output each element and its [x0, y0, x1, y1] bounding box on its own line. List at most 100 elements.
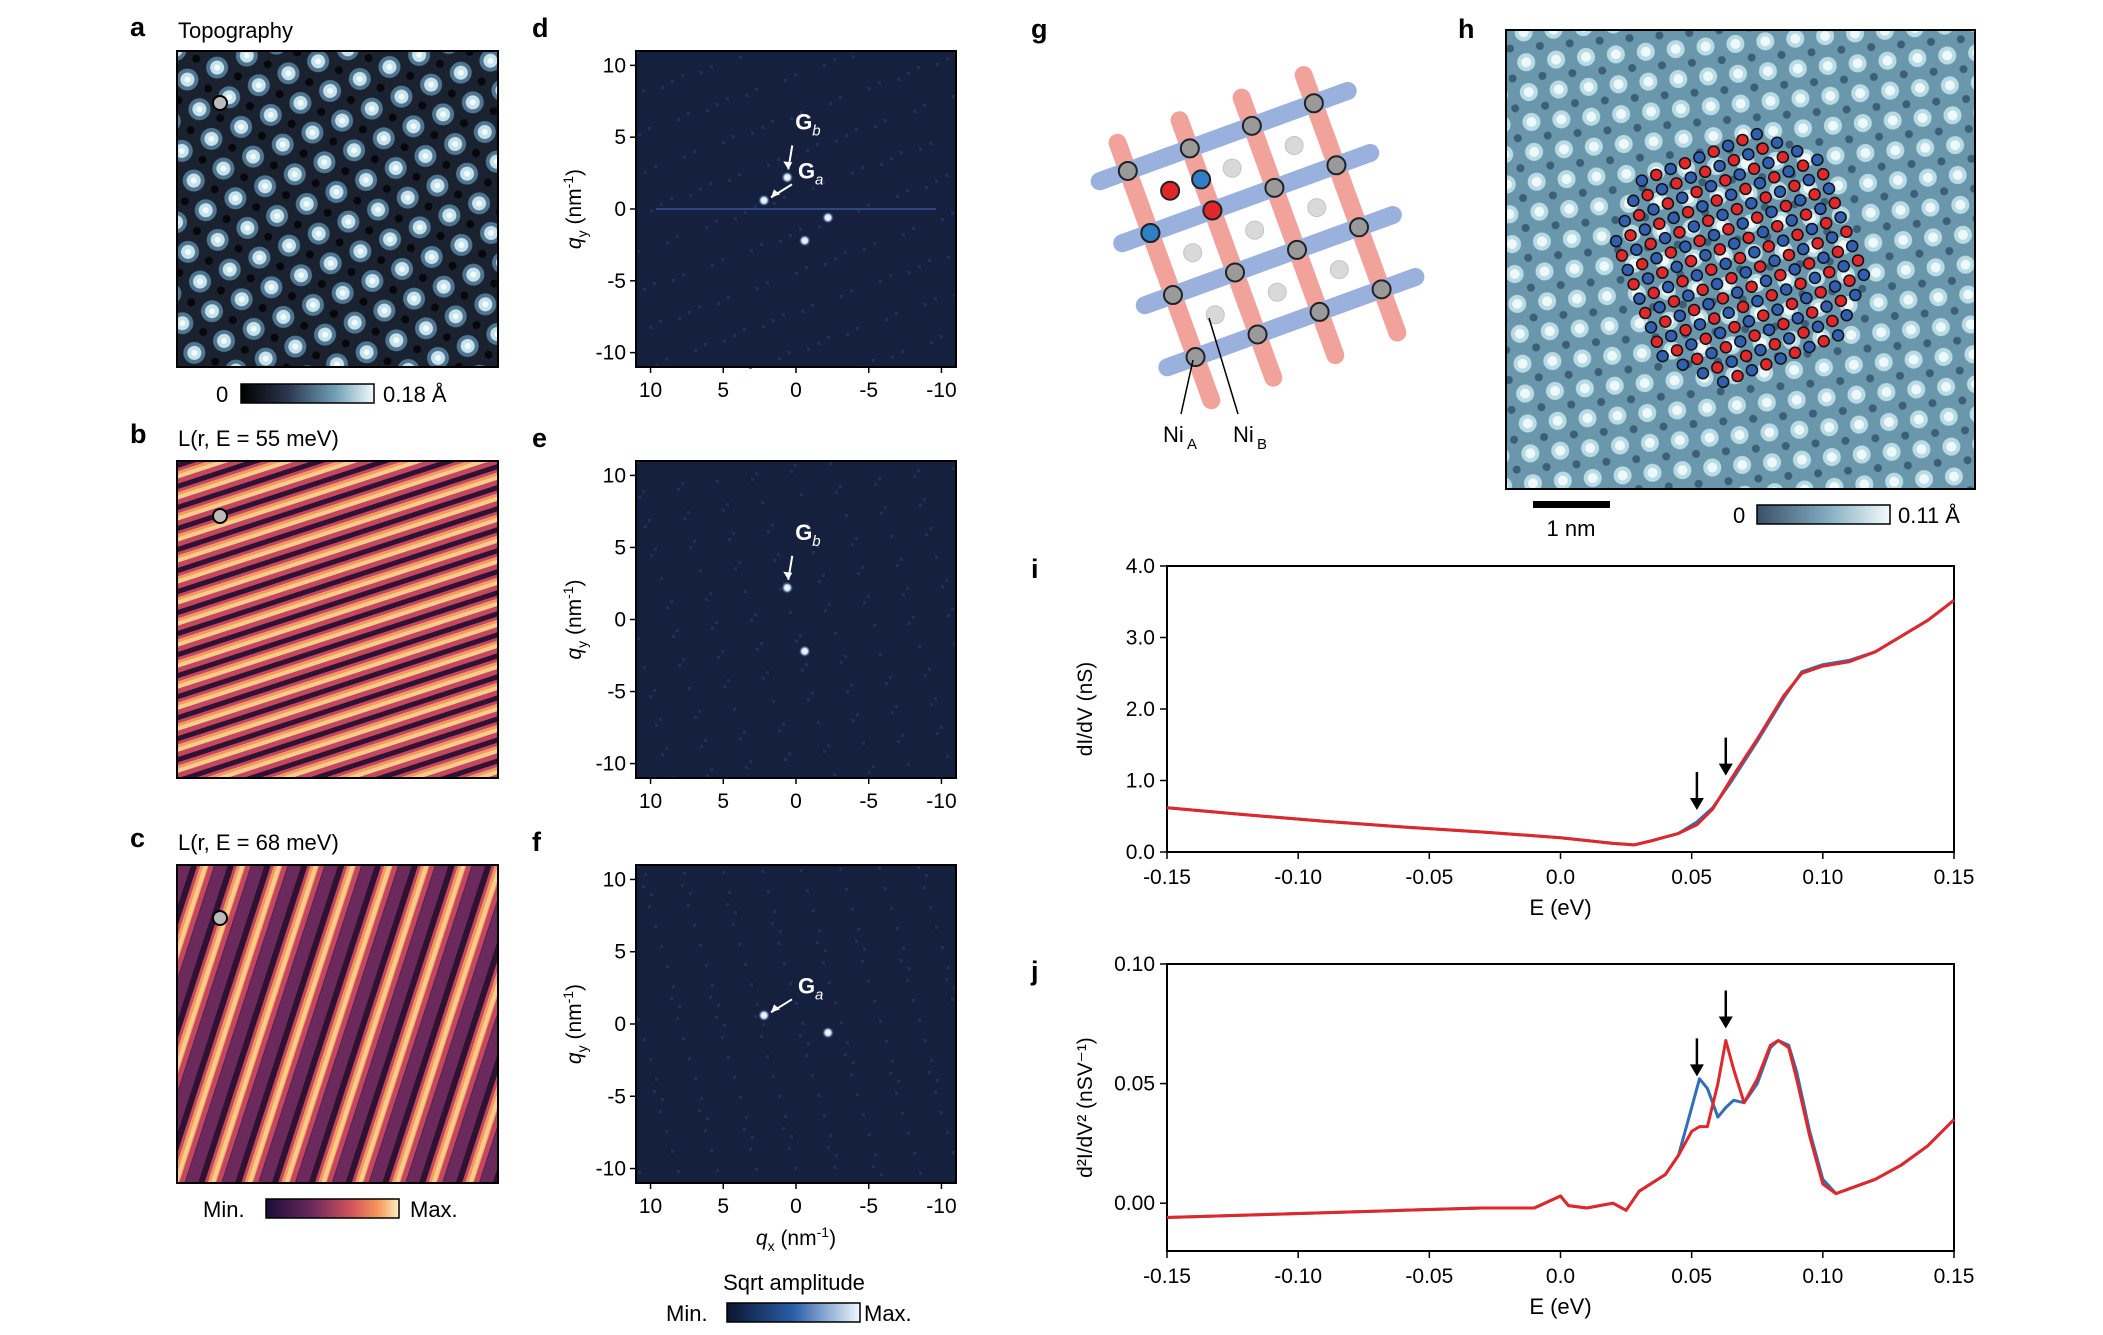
- fft-noise: [653, 689, 656, 692]
- atom-site-a: [1727, 237, 1741, 250]
- fft-noise: [778, 729, 781, 732]
- fft-noise: [671, 1150, 674, 1153]
- fft-noise: [951, 998, 954, 1001]
- fft-noise: [945, 174, 948, 177]
- fft-noise: [852, 55, 855, 58]
- atom-site-a: [1828, 280, 1842, 293]
- feature-arrow-head: [1718, 763, 1733, 776]
- fft-noise: [885, 682, 888, 685]
- fft-noise: [779, 588, 782, 591]
- atom-site-a: [1822, 182, 1836, 195]
- fft-noise: [681, 884, 684, 887]
- atom-site-a: [1748, 245, 1761, 259]
- fft-noise: [855, 940, 858, 943]
- atom-site-a: [1745, 197, 1758, 210]
- fft-peak-label-sub: a: [815, 171, 823, 188]
- fft-noise: [698, 710, 701, 713]
- fft-noise: [934, 697, 937, 700]
- fft-peak-label-sub: b: [812, 122, 820, 139]
- atom-site-a: [1800, 291, 1813, 305]
- fft-noise: [846, 1041, 849, 1044]
- atom-site-b: [1647, 286, 1661, 300]
- fft-noise: [750, 249, 753, 252]
- fft-noise: [711, 984, 714, 987]
- fft-noise: [790, 117, 793, 120]
- fft-noise: [682, 273, 685, 276]
- fft-noise: [779, 930, 782, 933]
- fft-noise: [839, 96, 842, 99]
- fft-noise: [751, 132, 754, 135]
- fft-noise: [772, 700, 775, 703]
- fft-xtick-label: -10: [926, 379, 956, 402]
- atom-site-b: [1777, 317, 1790, 331]
- fft-noise: [788, 1147, 791, 1150]
- fft-ylabel: qy (nm-1): [560, 579, 590, 659]
- atom-site-b: [1638, 306, 1652, 320]
- fft-noise: [771, 120, 774, 123]
- ldos-map-55meV: [176, 460, 499, 779]
- fft-noise: [884, 887, 887, 890]
- lattice-site-b: [1307, 198, 1327, 218]
- atom-site-a: [1693, 318, 1707, 331]
- fft-ylabel-part: y: [574, 230, 590, 237]
- atom-site-b: [1716, 292, 1730, 305]
- fft-noise: [777, 158, 780, 161]
- fft-noise: [654, 925, 657, 928]
- panel-a-letter: a: [130, 12, 146, 42]
- fft-noise: [919, 504, 922, 507]
- atom-site-b: [1690, 185, 1703, 199]
- fft-noise: [755, 472, 758, 475]
- fft-noise: [755, 1168, 758, 1171]
- fft-noise: [778, 1095, 781, 1098]
- fft-noise: [800, 111, 803, 114]
- atom-site-a: [1770, 136, 1784, 149]
- fft-noise: [928, 259, 931, 262]
- fft-noise: [850, 1073, 853, 1076]
- fft-noise: [799, 634, 802, 637]
- fft-xtick-label: 0: [790, 1195, 802, 1218]
- fft-colorbar: Sqrt amplitude Min. Max.: [666, 1270, 912, 1326]
- fft-ylabel-part: (nm: [563, 1003, 586, 1045]
- fft-noise: [823, 1114, 826, 1117]
- fft-noise: [924, 674, 927, 677]
- fft-noise: [678, 1005, 681, 1008]
- fft-noise: [818, 580, 821, 583]
- fft-noise: [895, 705, 898, 708]
- atom-site-a: [1725, 355, 1738, 368]
- atom-site-a: [1782, 332, 1796, 345]
- lattice-labels: Ni A Ni B: [1163, 317, 1267, 453]
- atom-site-a: [1656, 349, 1669, 363]
- fft-noise: [642, 885, 645, 888]
- atom-site-a: [1751, 294, 1764, 308]
- fft-noise: [732, 923, 735, 926]
- atom-site-a: [1750, 127, 1764, 141]
- atom-site-b: [1673, 226, 1686, 239]
- fft-noise: [901, 350, 904, 353]
- fft-noise: [655, 724, 658, 727]
- fft-ylabel: qy (nm-1): [560, 984, 590, 1064]
- atom-site-a: [1782, 165, 1795, 178]
- lattice-site-a: [1303, 93, 1324, 114]
- fft-noise: [727, 679, 730, 682]
- fft-noise: [739, 737, 742, 740]
- fft-noise: [734, 217, 737, 220]
- atom-site-a: [1849, 288, 1862, 302]
- atom-site-a: [1802, 173, 1816, 187]
- fft-noise: [862, 742, 865, 745]
- x-tick-label: -0.15: [1143, 1265, 1191, 1288]
- fft-noise: [912, 999, 915, 1002]
- fft-noise: [880, 512, 883, 515]
- fft-noise: [694, 1077, 697, 1080]
- fft-noise: [885, 318, 888, 321]
- atom-site-b: [1701, 214, 1715, 227]
- fft-noise: [929, 527, 932, 530]
- fft-xlabel-part: x: [768, 1238, 775, 1254]
- fft-noise: [828, 981, 831, 984]
- fft-noise: [788, 351, 791, 354]
- fft-noise: [811, 1074, 814, 1077]
- h-colorbar: 0 0.11 Å: [1733, 503, 1960, 528]
- fft-noise: [681, 74, 684, 77]
- fft-noise: [805, 266, 808, 269]
- fft-noise: [928, 1071, 931, 1074]
